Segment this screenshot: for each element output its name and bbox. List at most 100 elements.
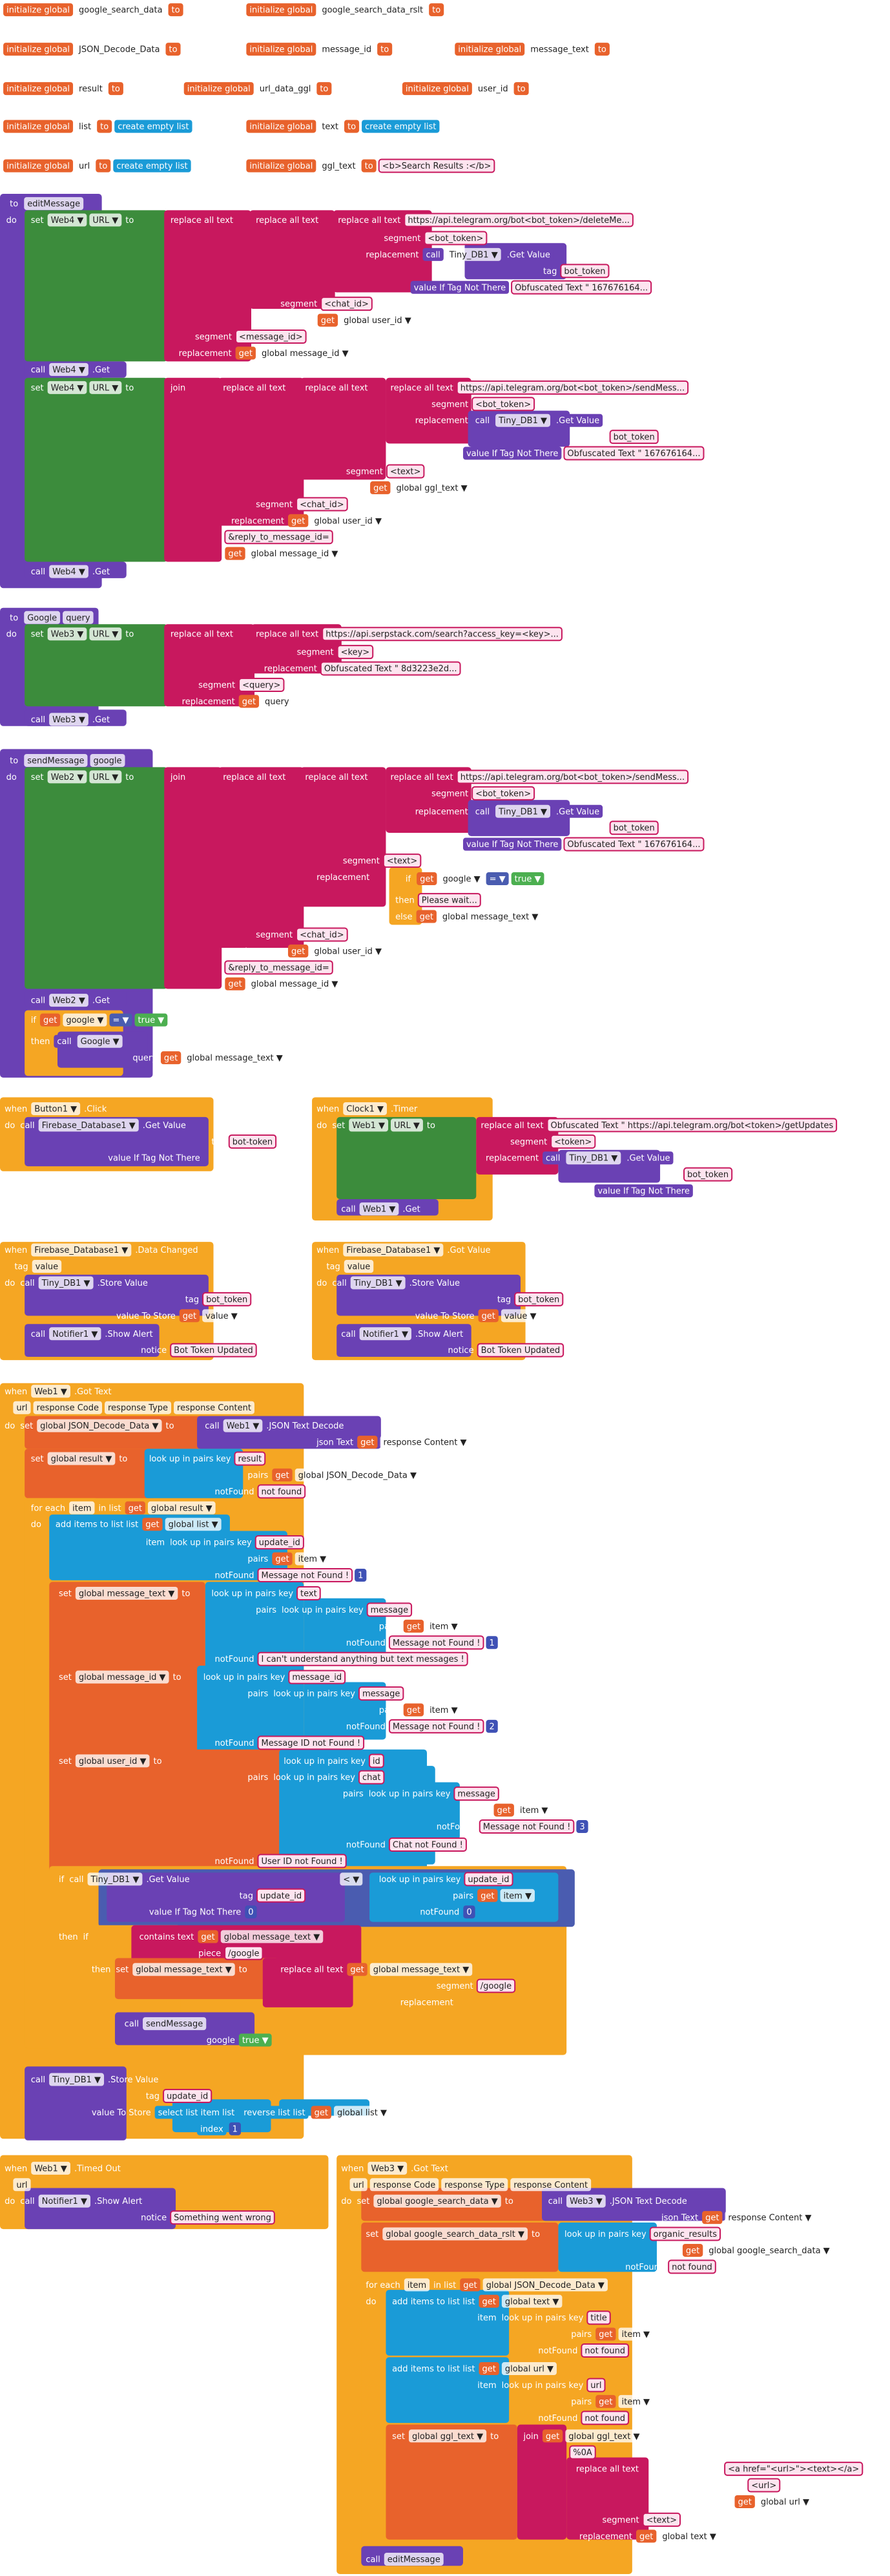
block-label: get xyxy=(43,1016,57,1025)
block-chip: to xyxy=(154,1757,162,1766)
chip-bg xyxy=(318,159,359,173)
block-chip: pairs xyxy=(658,2246,679,2256)
block-label: Obfuscated Text " 167676164... xyxy=(567,449,700,459)
chip-bg xyxy=(478,1309,499,1323)
block-chip: Bot Token Updated xyxy=(477,1343,564,1357)
block-chip: Notifier1 ▼ xyxy=(49,1327,101,1341)
block-label: organic_results xyxy=(654,2230,718,2239)
block-chip: value ▼ xyxy=(202,1309,241,1323)
block-label: true ▼ xyxy=(242,2036,269,2046)
block-chip: <text> xyxy=(382,853,422,868)
block-chip: replace all text xyxy=(280,1965,343,1975)
block-chip: notFound xyxy=(215,1571,254,1581)
block-label: look up in pairs key xyxy=(149,1454,231,1464)
block-chip: <a href="<url>"><text></a> xyxy=(724,2462,864,2477)
chip-bg xyxy=(426,1703,461,1717)
block-chip: message xyxy=(366,1602,413,1617)
block-label: <url> xyxy=(751,2481,776,2491)
block-label: notFound xyxy=(538,2414,577,2424)
chip-bg xyxy=(402,872,415,886)
block-chip: segment xyxy=(431,789,468,799)
block-label: reverse list list xyxy=(243,2108,305,2118)
block-chip: global message_text ▼ xyxy=(439,910,542,923)
block-chip: global text ▼ xyxy=(501,2294,563,2308)
block-chip: initialize global xyxy=(402,82,472,96)
chip-bg xyxy=(47,627,87,641)
block-label: set xyxy=(392,2432,405,2442)
block-chip: replacement xyxy=(231,516,284,526)
block-label: segment xyxy=(297,648,334,658)
block-label: replacement xyxy=(231,947,284,956)
block-chip: <bot_token> xyxy=(471,397,535,412)
block-label: bot_token xyxy=(206,1295,247,1304)
block-chip: replacement xyxy=(400,1998,453,2008)
block-chip: Firebase_Database1 ▼ xyxy=(343,1243,444,1257)
block-chip: global text ▼ xyxy=(659,2529,719,2543)
block-chip: pairs xyxy=(453,1891,473,1901)
block-label: bot_token xyxy=(614,433,655,443)
block-chip: Tiny_DB1 ▼ xyxy=(38,1276,94,1290)
block-chip: 1 xyxy=(486,1636,498,1649)
block-label: URL ▼ xyxy=(92,383,118,393)
block-label: bot-token xyxy=(233,1137,273,1147)
chip-bg xyxy=(476,1978,516,1993)
block-chip: segment xyxy=(707,2481,744,2491)
block-label: pairs xyxy=(571,2397,592,2407)
block-label: initialize global xyxy=(6,6,70,16)
block-body xyxy=(164,767,222,989)
block-label: <token> xyxy=(554,1137,592,1147)
block-label: replacement xyxy=(179,349,232,359)
chip-bg xyxy=(37,1419,162,1432)
block-chip: to xyxy=(125,630,134,640)
block-chip: item ▼ xyxy=(295,1552,330,1565)
chip-bg xyxy=(527,43,592,56)
chip-bg xyxy=(202,1292,252,1306)
block-label: when xyxy=(316,1246,339,1255)
block-label: get xyxy=(315,2108,328,2118)
block-chip: global google_search_data_rslt ▼ xyxy=(382,2227,528,2241)
block-chip: ggl_text xyxy=(318,159,359,173)
block-chip: <message_id> xyxy=(235,330,307,344)
block-chip: Web2 ▼ xyxy=(49,994,88,1007)
block-body xyxy=(25,767,168,989)
block-chip: .Get Value xyxy=(503,247,554,261)
chip-bg xyxy=(165,43,181,56)
chip-bg xyxy=(349,1118,388,1132)
block-chip: notFound xyxy=(215,1487,254,1497)
block-chip: replacement xyxy=(264,664,317,674)
block-chip: get xyxy=(142,1518,163,1531)
block-body xyxy=(566,2457,649,2540)
chip-bg xyxy=(234,1451,266,1466)
block-label: get xyxy=(497,1806,511,1816)
block-chip: User ID not Found ! xyxy=(257,1854,347,1869)
block-label: do xyxy=(31,1520,41,1530)
chip-bg xyxy=(3,120,74,133)
chip-bg xyxy=(257,1735,365,1750)
block-body xyxy=(386,2357,510,2424)
block-chip: call xyxy=(548,2197,563,2206)
block-label: <chat_id> xyxy=(300,930,344,940)
block-label: Tiny_DB1 ▼ xyxy=(568,1154,617,1164)
chip-bg xyxy=(13,1401,31,1414)
block-label: Web1 ▼ xyxy=(34,1387,67,1397)
block-chip: replacement xyxy=(179,349,232,359)
block-label: global ggl_text ▼ xyxy=(396,483,467,493)
block-label: global user_id ▼ xyxy=(344,316,411,326)
block-chip: when xyxy=(341,2164,364,2173)
chip-bg xyxy=(246,43,316,56)
block-chip: segment xyxy=(603,2515,639,2525)
block-label: look up in pairs key xyxy=(502,2314,584,2323)
block-chip: get xyxy=(39,1013,61,1027)
block-chip: Clock1 ▼ xyxy=(343,1102,387,1115)
block-label: do xyxy=(6,773,17,782)
block-chip: global list ▼ xyxy=(333,2106,390,2119)
block-label: replace all text xyxy=(256,216,318,225)
block-label: <key> xyxy=(341,648,370,658)
block-chip: URL ▼ xyxy=(89,213,122,227)
chip-bg xyxy=(76,43,163,56)
block-label: item ▼ xyxy=(429,1622,458,1631)
block-chip: look up in pairs key xyxy=(379,1875,461,1885)
block-label: add items to list list xyxy=(56,1520,138,1530)
block-label: if xyxy=(83,1932,89,1942)
block-label: do xyxy=(5,2197,15,2206)
